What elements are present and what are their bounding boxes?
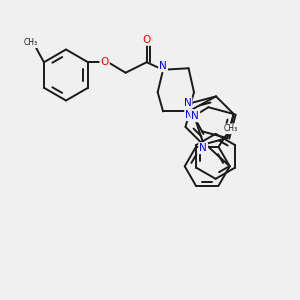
Text: N: N bbox=[184, 98, 191, 108]
Text: N: N bbox=[185, 110, 193, 120]
Text: CH₃: CH₃ bbox=[23, 38, 38, 47]
Text: N: N bbox=[159, 61, 167, 71]
Text: N: N bbox=[199, 143, 207, 153]
Text: O: O bbox=[100, 57, 109, 67]
Text: CH₃: CH₃ bbox=[224, 124, 238, 133]
Text: O: O bbox=[142, 35, 151, 45]
Text: N: N bbox=[191, 111, 199, 121]
